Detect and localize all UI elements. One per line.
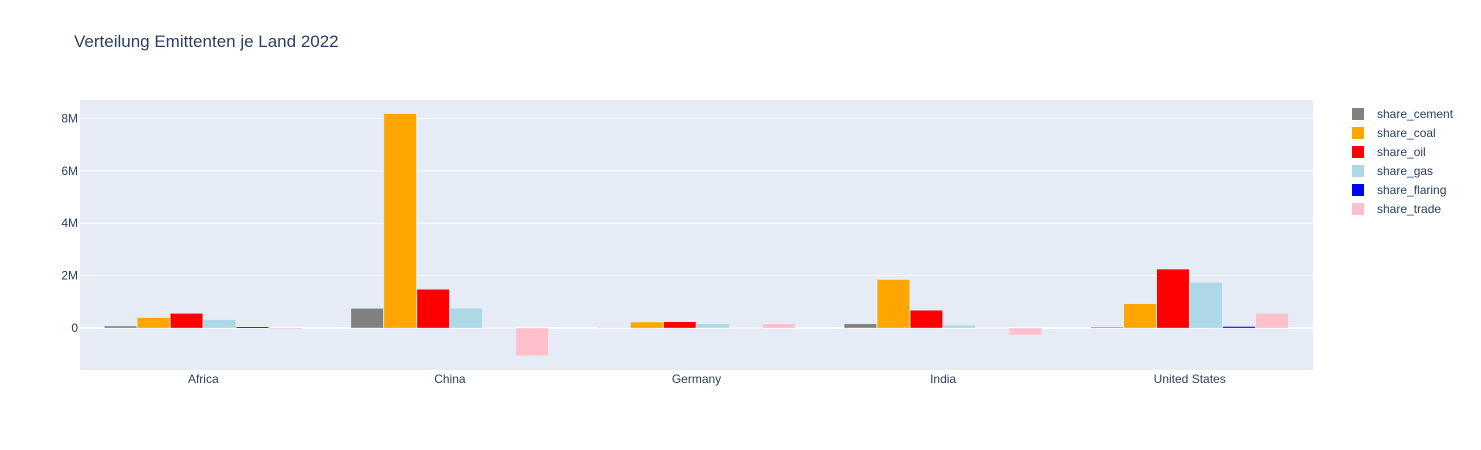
bar-share_coal-germany bbox=[630, 321, 664, 329]
y-tick-label: 8M bbox=[61, 111, 78, 125]
bar-share_trade-china bbox=[515, 327, 549, 357]
bar-share_gas-china bbox=[449, 307, 483, 329]
bar-share_coal-africa bbox=[137, 317, 171, 329]
legend[interactable]: share_cement share_coal share_oil share_gas… bbox=[1352, 107, 1454, 216]
legend-label: share_gas bbox=[1377, 164, 1433, 178]
bar-share_oil-united-states bbox=[1156, 268, 1190, 329]
bar-share_flaring-china bbox=[482, 327, 516, 329]
x-tick-label: China bbox=[434, 372, 466, 386]
bar-share_gas-germany bbox=[696, 323, 730, 329]
legend-label: share_cement bbox=[1377, 107, 1454, 121]
bar-share_cement-china bbox=[350, 308, 384, 329]
bar-share_flaring-united-states bbox=[1222, 326, 1256, 329]
legend-item-share_coal[interactable]: share_coal bbox=[1352, 126, 1436, 140]
bar-share_cement-india bbox=[843, 323, 877, 329]
y-tick-label: 2M bbox=[61, 269, 78, 283]
bar-share_oil-china bbox=[416, 289, 450, 329]
bar-share_oil-africa bbox=[170, 313, 204, 329]
bar-share_coal-china bbox=[383, 113, 417, 329]
bar-share_cement-germany bbox=[597, 327, 631, 329]
legend-swatch bbox=[1352, 127, 1364, 139]
bar-share_cement-united-states bbox=[1090, 326, 1124, 329]
bar-share_coal-united-states bbox=[1123, 303, 1157, 329]
legend-label: share_trade bbox=[1377, 202, 1441, 216]
legend-label: share_flaring bbox=[1377, 183, 1446, 197]
legend-swatch bbox=[1352, 146, 1364, 158]
x-tick-label: Germany bbox=[672, 372, 721, 386]
bar-share_flaring-india bbox=[975, 327, 1009, 329]
legend-swatch bbox=[1352, 108, 1364, 120]
bar-share_oil-germany bbox=[663, 321, 697, 329]
bar-share_gas-united-states bbox=[1189, 282, 1223, 329]
legend-label: share_oil bbox=[1377, 145, 1426, 159]
legend-swatch bbox=[1352, 165, 1364, 177]
bar-share_trade-india bbox=[1008, 327, 1042, 336]
x-tick-label: Africa bbox=[188, 372, 219, 386]
legend-swatch bbox=[1352, 184, 1364, 196]
bar-share_flaring-africa bbox=[236, 326, 270, 329]
bar-share_trade-africa bbox=[269, 327, 303, 330]
plot-background bbox=[80, 100, 1313, 370]
bar-share_gas-africa bbox=[203, 319, 237, 329]
bar-share_oil-india bbox=[909, 309, 943, 329]
legend-label: share_coal bbox=[1377, 126, 1436, 140]
y-tick-label: 4M bbox=[61, 216, 78, 230]
bar-share_trade-germany bbox=[762, 323, 796, 329]
y-tick-label: 0 bbox=[71, 321, 78, 335]
bar-share_trade-united-states bbox=[1255, 313, 1289, 329]
x-tick-label: United States bbox=[1154, 372, 1226, 386]
legend-item-share_trade[interactable]: share_trade bbox=[1352, 202, 1441, 216]
bar-share_flaring-germany bbox=[729, 327, 763, 329]
x-tick-label: India bbox=[930, 372, 956, 386]
legend-item-share_oil[interactable]: share_oil bbox=[1352, 145, 1426, 159]
bar-share_coal-india bbox=[876, 279, 910, 329]
y-tick-label: 6M bbox=[61, 164, 78, 178]
bar-share_cement-africa bbox=[104, 325, 138, 329]
chart-title: Verteilung Emittenten je Land 2022 bbox=[74, 32, 339, 51]
bar-share_gas-india bbox=[942, 324, 976, 329]
legend-item-share_gas[interactable]: share_gas bbox=[1352, 164, 1433, 178]
legend-item-share_flaring[interactable]: share_flaring bbox=[1352, 183, 1446, 197]
legend-swatch bbox=[1352, 203, 1364, 215]
legend-item-share_cement[interactable]: share_cement bbox=[1352, 107, 1454, 121]
